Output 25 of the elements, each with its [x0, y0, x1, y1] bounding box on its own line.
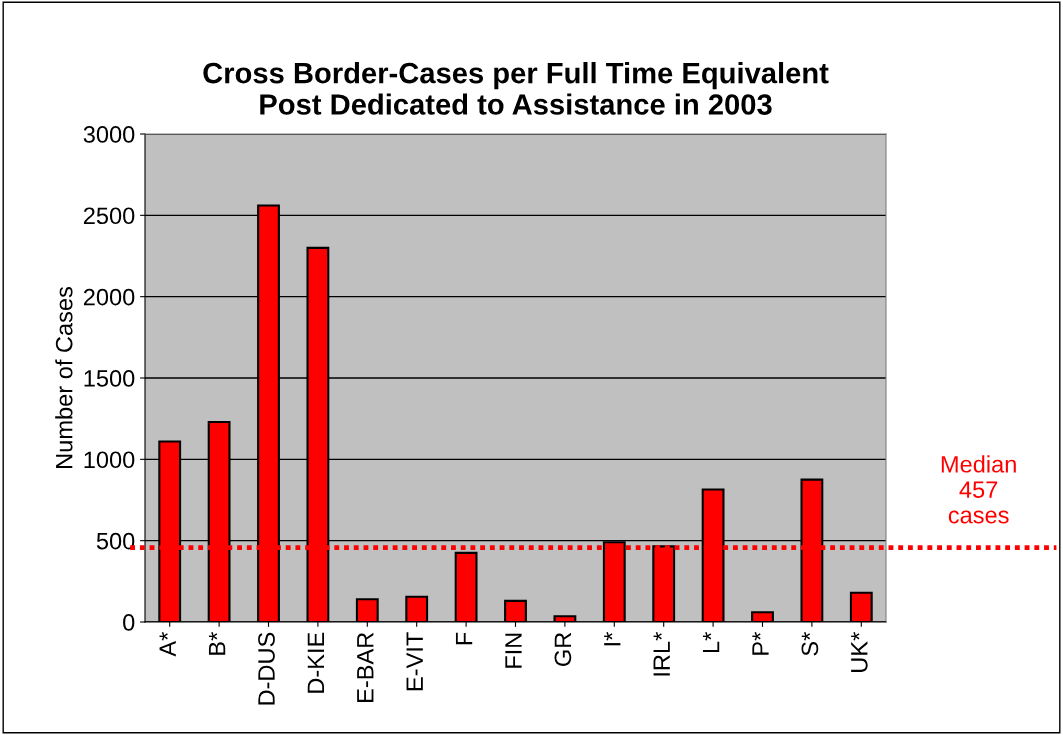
y-tick-label: 1000 — [84, 451, 135, 469]
x-tick-label: IRL* — [653, 632, 670, 676]
y-tick-label: 3000 — [83, 126, 135, 143]
x-tick-label: FIN — [505, 633, 522, 668]
x-tick-label: P* — [752, 632, 769, 655]
x-tick-label: E-BAR — [357, 632, 374, 702]
x-tick-label: GR — [554, 632, 572, 666]
chart-title: Cross Border-Cases per Full Time Equivalent Post Dedicated to Assistance in 2003 — [203, 62, 829, 115]
x-tick-label: E-VIT — [406, 632, 423, 691]
y-tick-label: 2000 — [83, 288, 135, 306]
y-tick-label: 0 — [123, 614, 135, 631]
y-tick-label: 1500 — [84, 370, 135, 387]
y-axis-title: Number of Cases — [55, 286, 73, 468]
y-tick-label: 2500 — [83, 207, 135, 225]
x-tick-label: I* — [604, 632, 621, 646]
y-tick-label: 500 — [96, 532, 135, 550]
x-tick-label: F — [455, 632, 473, 645]
x-tick-label: D-DUS — [258, 632, 275, 705]
x-tick-label: L* — [702, 632, 720, 653]
x-tick-label: D-KIE — [307, 632, 325, 693]
ref-line-label: Median 457 cases — [941, 455, 1016, 524]
x-tick-label: UK* — [851, 632, 868, 672]
x-tick-label: B* — [208, 632, 226, 655]
x-tick-label: S* — [801, 632, 819, 656]
x-tick-label: A* — [159, 632, 176, 657]
